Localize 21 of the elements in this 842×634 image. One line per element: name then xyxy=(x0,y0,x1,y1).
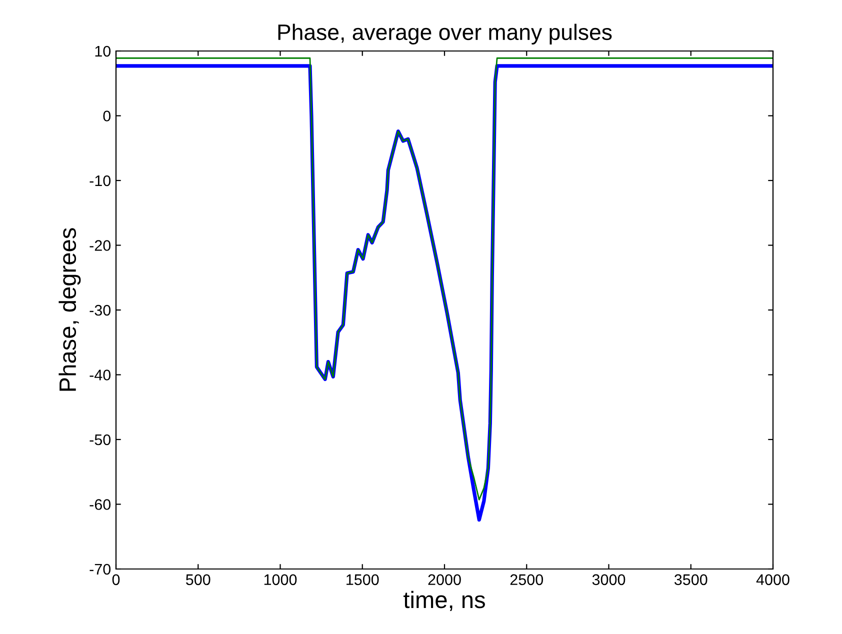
y-tick-label: -20 xyxy=(90,240,111,251)
x-tick-label: 500 xyxy=(186,574,210,586)
y-tick-label: -60 xyxy=(90,499,111,510)
x-tick-label: 0 xyxy=(112,574,120,586)
y-tick-label: -50 xyxy=(90,434,111,446)
x-tick-label: 2000 xyxy=(428,574,461,586)
y-tick-label: -40 xyxy=(90,370,111,380)
x-tick-label: 1500 xyxy=(346,574,379,586)
y-axis-title: Phase, degrees xyxy=(58,228,81,391)
x-tick-label: 3500 xyxy=(674,574,708,586)
x-tick-label: 4000 xyxy=(756,574,790,586)
y-tick-label: 0 xyxy=(103,110,111,122)
y-tick-label: -10 xyxy=(90,175,111,186)
chart-title: Phase, average over many pulses xyxy=(278,24,612,44)
x-axis-title: time, ns xyxy=(404,590,485,612)
x-tick-label: 3000 xyxy=(592,574,626,586)
y-tick-label: 10 xyxy=(95,46,111,57)
x-tick-label: 2500 xyxy=(510,574,544,586)
y-tick-label: -30 xyxy=(90,304,111,316)
x-tick-label: 1000 xyxy=(264,574,297,586)
y-tick-label: -70 xyxy=(90,564,111,575)
